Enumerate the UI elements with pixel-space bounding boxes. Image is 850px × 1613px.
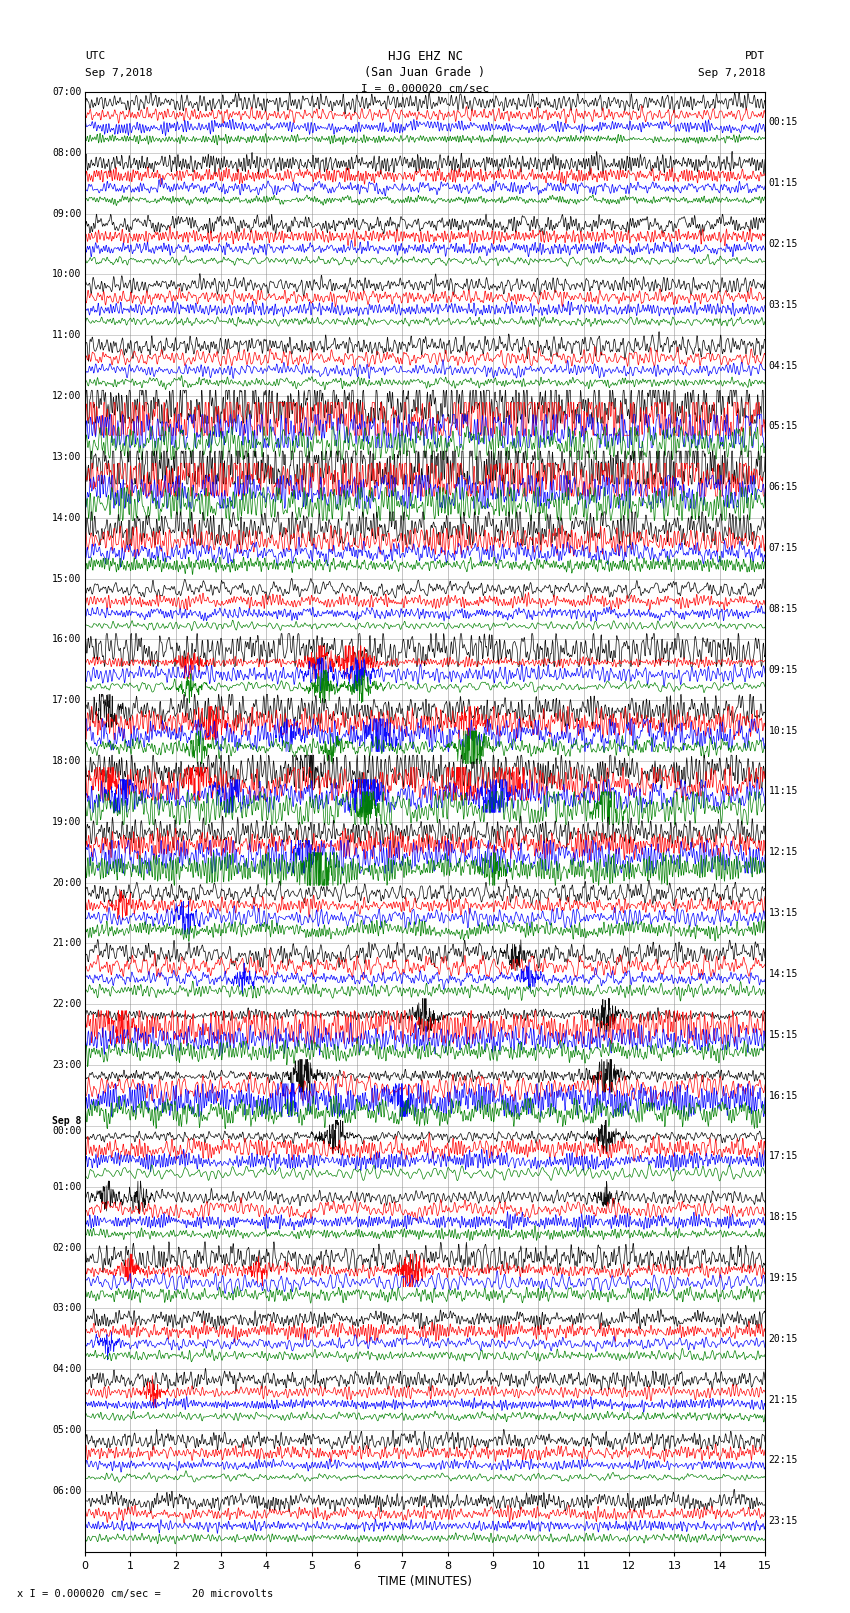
Text: 16:15: 16:15 [768,1090,798,1100]
Text: 23:00: 23:00 [52,1060,82,1069]
Text: 20:00: 20:00 [52,877,82,887]
Text: 23:15: 23:15 [768,1516,798,1526]
Text: 13:15: 13:15 [768,908,798,918]
Text: 00:00: 00:00 [52,1126,82,1136]
Text: 11:00: 11:00 [52,331,82,340]
Text: 05:00: 05:00 [52,1424,82,1436]
Text: 17:00: 17:00 [52,695,82,705]
Text: 21:15: 21:15 [768,1395,798,1405]
Text: 03:00: 03:00 [52,1303,82,1313]
Text: Sep 8: Sep 8 [52,1116,82,1126]
Text: 07:15: 07:15 [768,544,798,553]
Text: 19:15: 19:15 [768,1273,798,1282]
Text: Sep 7,2018: Sep 7,2018 [698,68,765,77]
Text: Sep 7,2018: Sep 7,2018 [85,68,152,77]
Text: 14:00: 14:00 [52,513,82,523]
Text: 06:15: 06:15 [768,482,798,492]
Text: 05:15: 05:15 [768,421,798,431]
Text: 01:15: 01:15 [768,177,798,189]
Text: (San Juan Grade ): (San Juan Grade ) [365,66,485,79]
Text: 03:15: 03:15 [768,300,798,310]
Text: 15:15: 15:15 [768,1029,798,1040]
Text: 18:00: 18:00 [52,756,82,766]
Text: PDT: PDT [745,52,765,61]
Text: 16:00: 16:00 [52,634,82,644]
Text: 12:15: 12:15 [768,847,798,857]
Text: 21:00: 21:00 [52,939,82,948]
Text: 02:15: 02:15 [768,239,798,248]
Text: 04:15: 04:15 [768,361,798,371]
Text: 08:15: 08:15 [768,603,798,615]
Text: 15:00: 15:00 [52,574,82,584]
Text: 09:15: 09:15 [768,665,798,674]
Text: 12:00: 12:00 [52,390,82,402]
Text: 13:00: 13:00 [52,452,82,461]
X-axis label: TIME (MINUTES): TIME (MINUTES) [378,1574,472,1587]
Text: UTC: UTC [85,52,105,61]
Text: 10:00: 10:00 [52,269,82,279]
Text: 17:15: 17:15 [768,1152,798,1161]
Text: 09:00: 09:00 [52,208,82,219]
Text: HJG EHZ NC: HJG EHZ NC [388,50,462,63]
Text: I = 0.000020 cm/sec: I = 0.000020 cm/sec [361,84,489,94]
Text: 19:00: 19:00 [52,816,82,827]
Text: 01:00: 01:00 [52,1182,82,1192]
Text: 20:15: 20:15 [768,1334,798,1344]
Text: 08:00: 08:00 [52,148,82,158]
Text: 07:00: 07:00 [52,87,82,97]
Text: x I = 0.000020 cm/sec =     20 microvolts: x I = 0.000020 cm/sec = 20 microvolts [17,1589,273,1598]
Text: 18:15: 18:15 [768,1213,798,1223]
Text: 02:00: 02:00 [52,1242,82,1253]
Text: 00:15: 00:15 [768,118,798,127]
Text: 22:15: 22:15 [768,1455,798,1466]
Text: 10:15: 10:15 [768,726,798,736]
Text: 14:15: 14:15 [768,969,798,979]
Text: 11:15: 11:15 [768,787,798,797]
Text: 22:00: 22:00 [52,1000,82,1010]
Text: 06:00: 06:00 [52,1486,82,1495]
Text: 04:00: 04:00 [52,1365,82,1374]
